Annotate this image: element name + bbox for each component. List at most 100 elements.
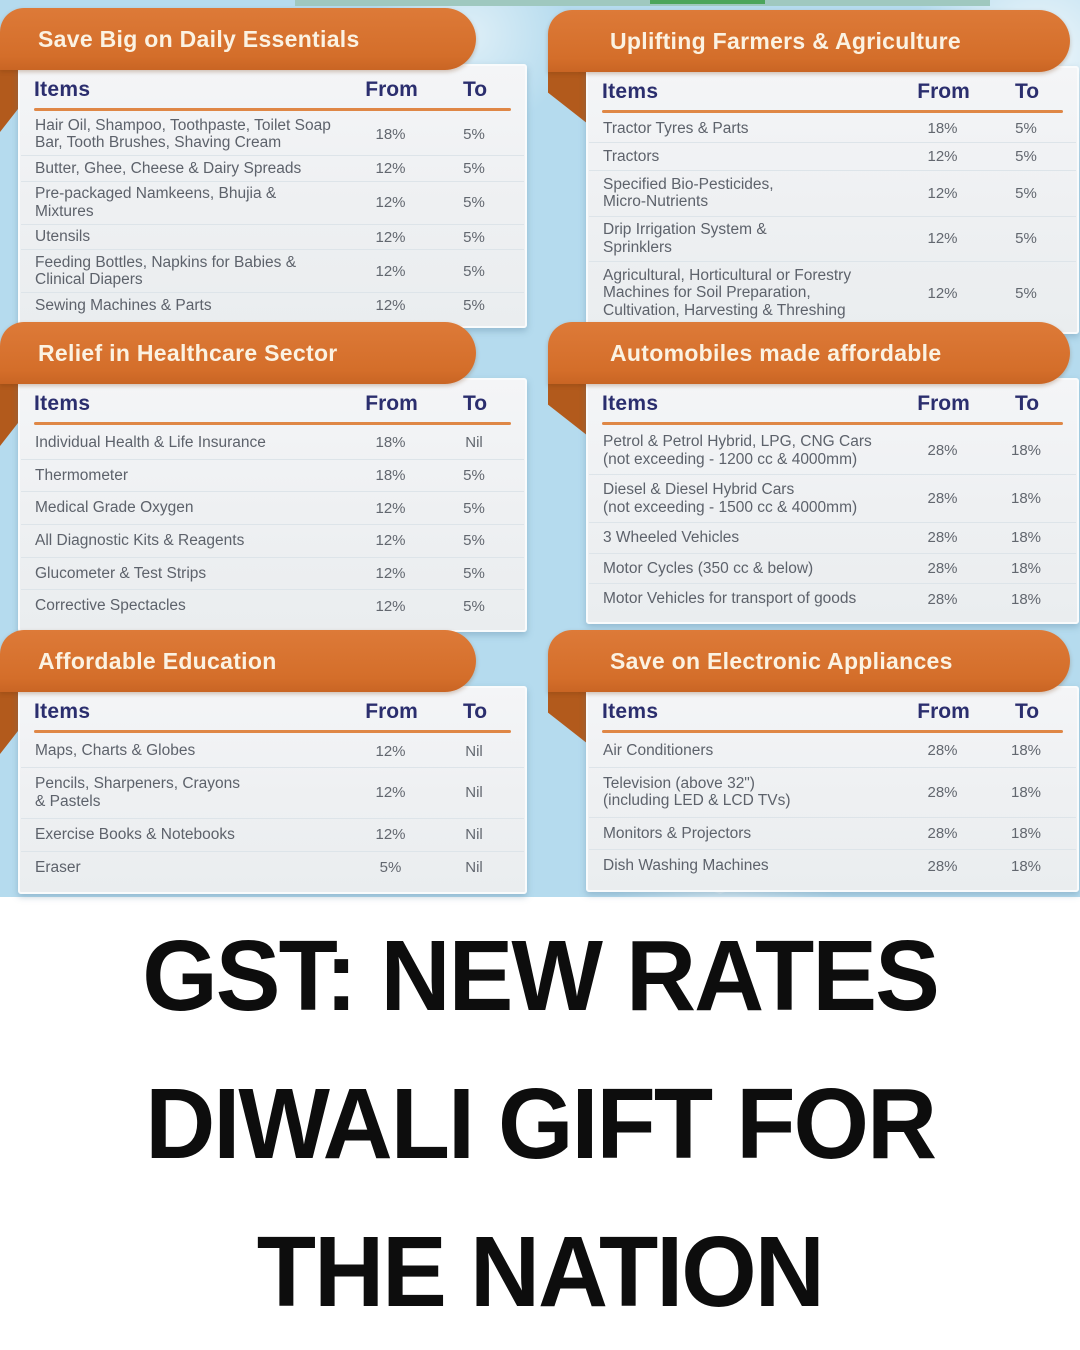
ribbon-fold [548, 70, 588, 124]
ribbon-fold [548, 382, 588, 436]
column-header-items: Items [602, 700, 659, 723]
item-label: Thermometer [35, 466, 129, 484]
table-row: Television (above 32") (including LED & … [589, 768, 1076, 818]
column-header-to: To [1014, 80, 1040, 103]
from-rate: 28% [927, 560, 958, 578]
item-label: Diesel & Diesel Hybrid Cars (not exceedi… [603, 481, 858, 516]
to-rate: 18% [1010, 529, 1042, 547]
to-rate: 18% [1010, 825, 1042, 843]
header-underline [602, 110, 1063, 113]
table-row: Tractor Tyres & Parts 18% 5% [589, 115, 1076, 143]
table-row: Diesel & Diesel Hybrid Cars (not exceedi… [589, 475, 1076, 524]
table-header-row: Items From To [588, 384, 1077, 420]
table-body: Air Conditioners 28% 18% Television (above… [588, 735, 1077, 882]
header-underline [34, 730, 511, 733]
to-rate: 5% [1015, 284, 1037, 302]
item-label: Exercise Books & Notebooks [35, 826, 235, 844]
table-row: Individual Health & Life Insurance 18% Nil [21, 427, 524, 460]
from-rate: 5% [379, 859, 402, 877]
item-label: Corrective Spectacles [35, 597, 186, 615]
panel-heading: Uplifting Farmers & Agriculture [610, 27, 961, 54]
from-rate: 18% [375, 434, 406, 452]
header-underline [34, 108, 511, 111]
to-rate: 5% [463, 262, 485, 280]
item-label: Medical Grade Oxygen [35, 499, 194, 517]
column-header-to: To [1014, 700, 1040, 723]
item-label: Television (above 32") (including LED & … [603, 774, 791, 810]
header-underline [34, 422, 511, 425]
from-rate: 12% [375, 228, 406, 246]
panel-heading-ribbon: Automobiles made affordable [548, 322, 1070, 384]
rates-table: Items From To Maps, Charts & Globes 12% Ni… [18, 686, 527, 894]
from-rate: 12% [375, 499, 406, 517]
item-label: Monitors & Projectors [603, 824, 752, 842]
to-rate: 5% [463, 597, 485, 615]
item-label: Pencils, Sharpeners, Crayons & Pastels [35, 775, 241, 810]
table-row: Pre-packaged Namkeens, Bhujia & Mixtures… [21, 182, 524, 225]
from-rate: 12% [375, 532, 406, 550]
top-teal-strip [295, 0, 990, 6]
panel-heading-ribbon: Relief in Healthcare Sector [0, 322, 476, 384]
from-rate: 28% [927, 529, 958, 547]
rates-table: Items From To Individual Health & Life I… [18, 378, 527, 632]
table-body: Individual Health & Life Insurance 18% Nil… [20, 427, 525, 622]
item-label: Maps, Charts & Globes [35, 742, 196, 760]
table-header-row: Items From To [20, 384, 525, 420]
item-label: Tractor Tyres & Parts [603, 119, 749, 137]
column-header-to: To [462, 78, 488, 101]
title-section: GST: NEW RATES DIWALI GIFT FOR THE NATIO… [0, 897, 1080, 1350]
column-header-from: From [365, 78, 418, 101]
item-label: Hair Oil, Shampoo, Toothpaste, Toilet So… [35, 116, 331, 152]
table-row: Medical Grade Oxygen 12% 5% [21, 492, 524, 526]
to-rate: Nil [465, 784, 483, 802]
table-row: 3 Wheeled Vehicles 28% 18% [589, 523, 1076, 554]
column-header-to: To [462, 700, 488, 723]
column-header-from: From [365, 392, 418, 415]
item-label: Specified Bio-Pesticides, Micro-Nutrient… [603, 175, 774, 211]
from-rate: 12% [927, 184, 958, 202]
table-row: Drip Irrigation System & Sprinklers 12% 5% [589, 217, 1076, 262]
rates-table: Items From To Tractor Tyres & Parts 18% 5%… [586, 66, 1079, 334]
from-rate: 28% [927, 442, 958, 460]
header-underline [602, 422, 1063, 425]
rates-table: Items From To Petrol & Petrol Hybrid, LP… [586, 378, 1079, 624]
to-rate: 18% [1010, 857, 1042, 875]
table-row: Tractors 12% 5% [589, 143, 1076, 171]
to-rate: 18% [1010, 590, 1042, 608]
from-rate: 28% [927, 825, 958, 843]
rates-table: Items From To Air Conditioners 28% 18% Tel… [586, 686, 1079, 892]
item-label: Feeding Bottles, Napkins for Babies & Cl… [35, 253, 297, 289]
headline-line-3: THE NATION [256, 1215, 825, 1328]
from-rate: 12% [375, 784, 406, 802]
from-rate: 12% [375, 262, 406, 280]
from-rate: 28% [927, 742, 958, 760]
from-rate: 12% [375, 565, 406, 583]
table-row: Agricultural, Horticultural or Forestry … [589, 262, 1076, 324]
panel-heading: Save on Electronic Appliances [610, 647, 953, 674]
item-label: Pre-packaged Namkeens, Bhujia & Mixtures [35, 185, 277, 220]
table-row: Thermometer 18% 5% [21, 460, 524, 493]
from-rate: 12% [927, 284, 958, 302]
panel-heading-ribbon: Uplifting Farmers & Agriculture [548, 10, 1070, 72]
column-header-from: From [365, 700, 418, 723]
to-rate: 5% [463, 467, 485, 484]
item-label: Sewing Machines & Parts [35, 296, 212, 314]
table-body: Hair Oil, Shampoo, Toothpaste, Toilet So… [20, 113, 525, 318]
table-header-row: Items From To [20, 70, 525, 106]
table-row: Specified Bio-Pesticides, Micro-Nutrient… [589, 171, 1076, 217]
to-rate: 5% [463, 499, 485, 517]
to-rate: 5% [463, 194, 485, 212]
to-rate: Nil [465, 742, 483, 760]
panel-heading: Relief in Healthcare Sector [38, 339, 338, 366]
item-label: Tractors [603, 147, 660, 165]
item-label: Individual Health & Life Insurance [35, 434, 266, 452]
column-header-to: To [462, 392, 488, 415]
column-header-items: Items [602, 392, 659, 415]
to-rate: Nil [465, 859, 483, 877]
table-row: Dish Washing Machines 28% 18% [589, 850, 1076, 882]
to-rate: 18% [1010, 490, 1042, 508]
headline-line-1: GST: NEW RATES [142, 919, 939, 1032]
column-header-from: From [917, 700, 970, 723]
to-rate: Nil [465, 826, 483, 844]
